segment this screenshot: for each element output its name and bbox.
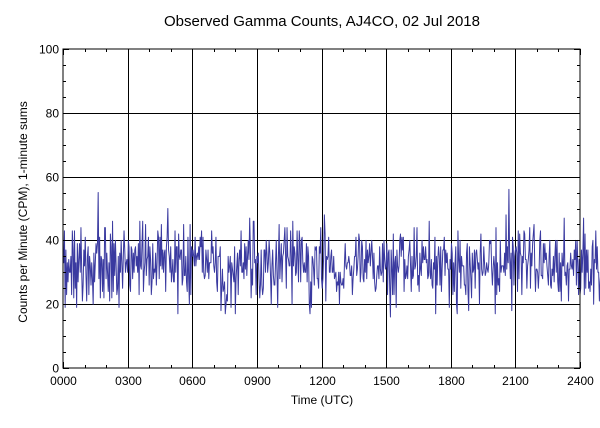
series-layer — [62, 188, 600, 318]
y-tick-label: 80 — [46, 107, 60, 121]
x-tick-label: 0300 — [115, 374, 142, 388]
x-axis-label: Time (UTC) — [291, 393, 353, 407]
y-tick-label: 40 — [46, 234, 60, 248]
x-tick-label: 1500 — [373, 374, 400, 388]
x-tick-label: 1200 — [309, 374, 336, 388]
series-line — [62, 188, 600, 318]
x-tick-label: 0000 — [50, 374, 77, 388]
tick-labels: 0 20 40 60 80 100 0000 0300 0600 0900 1200 1500 1800… — [39, 43, 594, 389]
grid-lines — [63, 49, 580, 368]
x-tick-label: 2400 — [567, 374, 594, 388]
x-tick-label: 0600 — [179, 374, 206, 388]
plot-frame — [62, 48, 581, 369]
tick-marks — [63, 49, 581, 369]
chart-title: Observed Gamma Counts, AJ4CO, 02 Jul 201… — [164, 13, 480, 30]
x-tick-label: 1800 — [438, 374, 465, 388]
y-tick-label: 0 — [52, 362, 59, 376]
y-tick-label: 20 — [46, 298, 60, 312]
y-axis-label: Counts per Minute (CPM), 1-minute sums — [16, 101, 30, 322]
x-tick-label: 0900 — [244, 374, 271, 388]
y-tick-label: 60 — [46, 171, 60, 185]
x-tick-label: 2100 — [502, 374, 529, 388]
y-tick-label: 100 — [39, 43, 59, 57]
